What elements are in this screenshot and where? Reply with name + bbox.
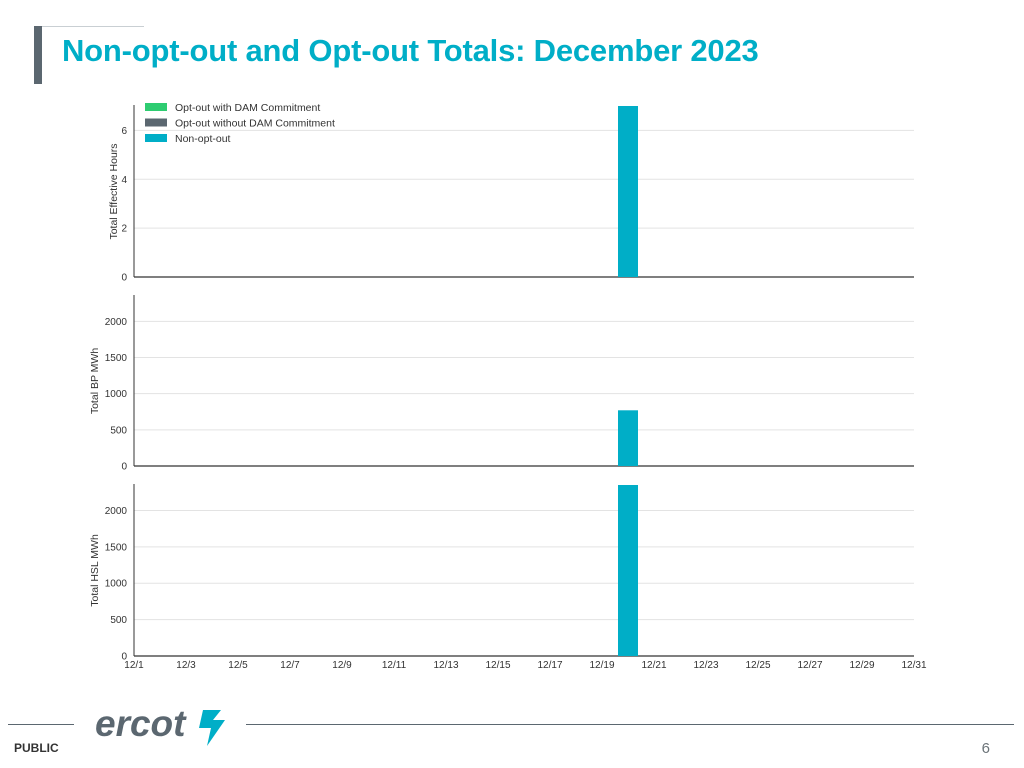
xtick-label-14: 12/29 [849, 660, 874, 671]
ytick-label-2-4: 2000 [105, 317, 128, 328]
legend-label-2: Non-opt-out [175, 133, 231, 145]
ytick-label-2-3: 1500 [105, 353, 128, 364]
xtick-label-9: 12/19 [589, 660, 614, 671]
legend-label-0: Opt-out with DAM Commitment [175, 102, 320, 114]
footer-divider-left [8, 724, 74, 725]
xtick-label-5: 12/11 [382, 660, 407, 671]
xtick-label-11: 12/23 [693, 660, 718, 671]
ytick-label-3-3: 1500 [105, 542, 128, 553]
y-axis-label-2: Total BP MWh [89, 348, 101, 414]
page-number: 6 [981, 740, 990, 757]
logo-wordmark: ercot [95, 703, 187, 744]
xtick-label-3: 12/7 [280, 660, 300, 671]
legend-label-1: Opt-out without DAM Commitment [175, 118, 335, 130]
ytick-label-1-0: 0 [121, 273, 127, 284]
title-accent-line [34, 26, 144, 27]
xtick-label-0: 12/1 [124, 660, 144, 671]
bar-1-12-20 [618, 106, 638, 277]
ercot-logo: ercot [95, 703, 225, 746]
ytick-label-1-3: 6 [121, 126, 127, 137]
legend-swatch-1 [145, 118, 167, 127]
xtick-label-13: 12/27 [797, 660, 822, 671]
xtick-label-10: 12/21 [641, 660, 666, 671]
public-label: PUBLIC [14, 741, 59, 755]
xtick-label-6: 12/13 [433, 660, 458, 671]
ytick-label-2-1: 500 [110, 425, 127, 436]
xtick-label-4: 12/9 [332, 660, 352, 671]
legend-swatch-0 [145, 103, 167, 111]
xtick-label-8: 12/17 [537, 660, 562, 671]
legend-swatch-2 [145, 134, 167, 142]
xtick-label-2: 12/5 [228, 660, 248, 671]
logo-bolt-icon [199, 710, 225, 746]
ytick-label-2-2: 1000 [105, 389, 128, 400]
xtick-label-15: 12/31 [901, 660, 926, 671]
slide-title: Non-opt-out and Opt-out Totals: December… [62, 33, 759, 68]
y-axis-label-1: Total Effective Hours [108, 143, 120, 239]
footer-divider-right [246, 724, 1014, 725]
ytick-label-3-4: 2000 [105, 506, 128, 517]
title-accent-bar [34, 26, 42, 84]
ytick-label-1-2: 4 [121, 175, 127, 186]
bar-3-12-20 [618, 485, 638, 656]
xtick-label-1: 12/3 [176, 660, 196, 671]
ytick-label-3-0: 0 [121, 652, 127, 663]
xtick-label-7: 12/15 [485, 660, 510, 671]
y-axis-label-3: Total HSL MWh [89, 534, 101, 607]
xtick-label-12: 12/25 [745, 660, 770, 671]
ytick-label-1-1: 2 [121, 224, 127, 235]
ytick-label-3-2: 1000 [105, 579, 128, 590]
bar-2-12-20 [618, 410, 638, 466]
ytick-label-3-1: 500 [110, 615, 127, 626]
ytick-label-2-0: 0 [121, 462, 127, 473]
